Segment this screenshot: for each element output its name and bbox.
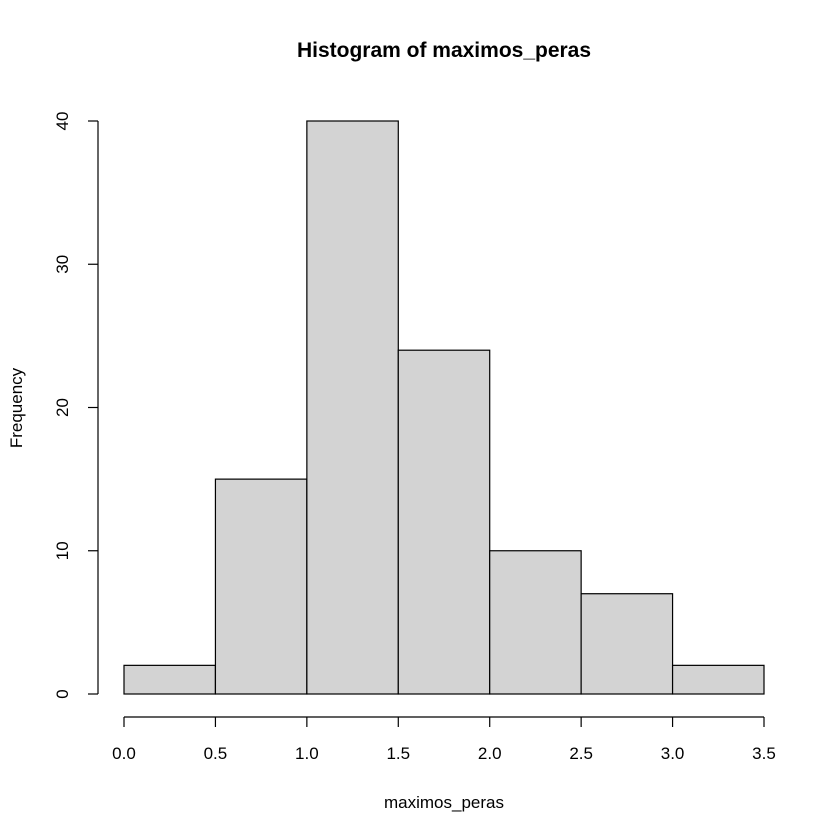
x-axis: 0.0 0.5 1.0 1.5 2.0 2.5 3.0 3.5	[112, 716, 776, 763]
x-tick-label: 1.5	[386, 744, 410, 763]
histogram-bar-4	[489, 550, 582, 695]
x-tick-label: 2.5	[569, 744, 593, 763]
y-tick-label: 0	[53, 689, 72, 698]
histogram-bar-0	[123, 664, 217, 695]
x-tick-label: 0.5	[204, 744, 228, 763]
histogram-bar-1	[214, 478, 308, 695]
y-axis: 0 10 20 30 40	[53, 112, 99, 699]
x-tick-label: 3.5	[752, 744, 776, 763]
chart-title: Histogram of maximos_peras	[297, 39, 591, 62]
x-axis-label: maximos_peras	[384, 793, 504, 812]
histogram-bars	[123, 120, 765, 695]
x-tick-label: 2.0	[478, 744, 502, 763]
x-tick-label: 1.0	[295, 744, 319, 763]
y-tick-label: 20	[53, 398, 72, 417]
x-tick-label: 0.0	[112, 744, 136, 763]
x-tick-label: 3.0	[661, 744, 685, 763]
histogram-bar-6	[671, 664, 765, 695]
histogram-bar-5	[580, 593, 674, 695]
histogram-bar-3	[397, 349, 491, 695]
y-tick-label: 10	[53, 541, 72, 560]
y-axis-label: Frequency	[7, 367, 26, 448]
y-tick-label: 30	[53, 255, 72, 274]
histogram-bar-2	[306, 120, 399, 695]
y-tick-label: 40	[53, 112, 72, 131]
